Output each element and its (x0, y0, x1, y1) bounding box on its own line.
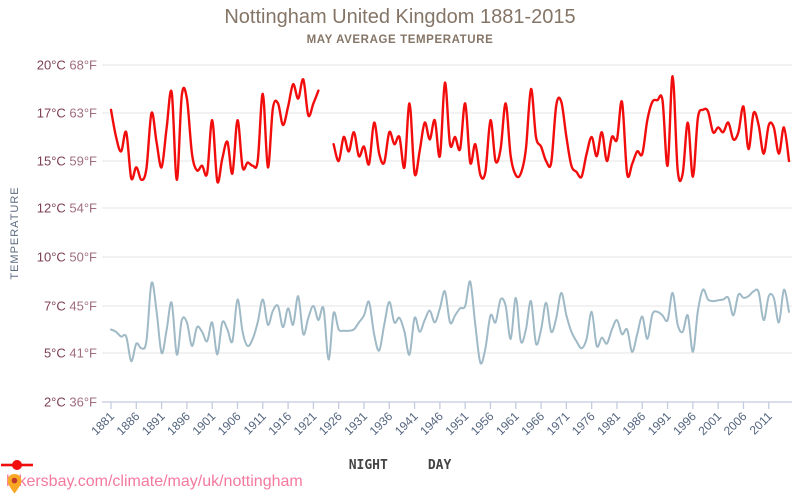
chart-legend: NIGHT DAY (0, 458, 800, 473)
x-tick-label: 1986 (620, 409, 649, 438)
x-tick-label: 1951 (443, 409, 472, 438)
chart-subtitle: MAY AVERAGE TEMPERATURE (306, 34, 494, 46)
y-tick-label: 7°C 45°F (44, 299, 97, 314)
y-tick-label: 10°C 50°F (37, 250, 97, 265)
y-axis-title: TEMPERATURE (9, 186, 21, 279)
x-tick-label: 1916 (265, 409, 294, 438)
x-tick-label: 1891 (139, 409, 168, 438)
chart-title: Nottingham United Kingdom 1881-2015 (224, 6, 576, 28)
x-tick-label: 1981 (594, 409, 623, 438)
x-tick-label: 1976 (569, 409, 598, 438)
x-tick-label: 1931 (341, 409, 370, 438)
y-tick-label: 20°C 68°F (37, 58, 97, 73)
y-tick-label: 5°C 41°F (44, 346, 97, 361)
x-tick-label: 1991 (645, 409, 674, 438)
x-tick-label: 2006 (721, 409, 750, 438)
legend-item-day[interactable]: DAY (1, 458, 452, 473)
day-series-line (109, 78, 320, 184)
x-tick-label: 1946 (417, 409, 446, 438)
x-tick-label: 1901 (190, 409, 219, 438)
x-tick-label: 1936 (367, 409, 396, 438)
y-tick-label: 12°C 54°F (37, 201, 97, 216)
x-tick-label: 1911 (241, 409, 269, 437)
day-series-marker-icon (1, 460, 33, 470)
x-tick-label: 1886 (114, 409, 143, 438)
legend-label-day: DAY (427, 458, 452, 473)
x-tick-label: 1941 (392, 409, 421, 438)
x-tick-label: 1921 (291, 409, 320, 438)
x-tick-label: 1956 (468, 409, 497, 438)
legend-item-night[interactable]: NIGHT (1, 458, 388, 473)
x-tick-label: 2011 (747, 409, 775, 437)
x-tick-label: 1971 (544, 409, 573, 438)
x-tick-label: 2001 (696, 409, 725, 438)
night-series-line (110, 280, 790, 365)
day-series-line (332, 74, 791, 183)
x-tick-label: 1881 (88, 409, 117, 438)
x-tick-label: 1896 (164, 409, 193, 438)
x-tick-label: 1996 (670, 409, 699, 438)
map-pin-icon (7, 474, 22, 494)
x-tick-label: 1906 (215, 409, 244, 438)
legend-label-night: NIGHT (348, 458, 388, 473)
source-url-bar: hikersbay.com/climate/may/uk/nottingham (6, 473, 303, 494)
source-url-link[interactable]: hikersbay.com/climate/may/uk/nottingham (6, 473, 303, 490)
x-tick-label: 1926 (316, 409, 345, 438)
x-tick-label: 1966 (518, 409, 547, 438)
x-tick-label: 1961 (493, 409, 522, 438)
y-tick-label: 17°C 63°F (37, 106, 97, 121)
y-tick-label: 15°C 59°F (37, 154, 97, 169)
y-tick-label: 2°C 36°F (44, 395, 97, 410)
